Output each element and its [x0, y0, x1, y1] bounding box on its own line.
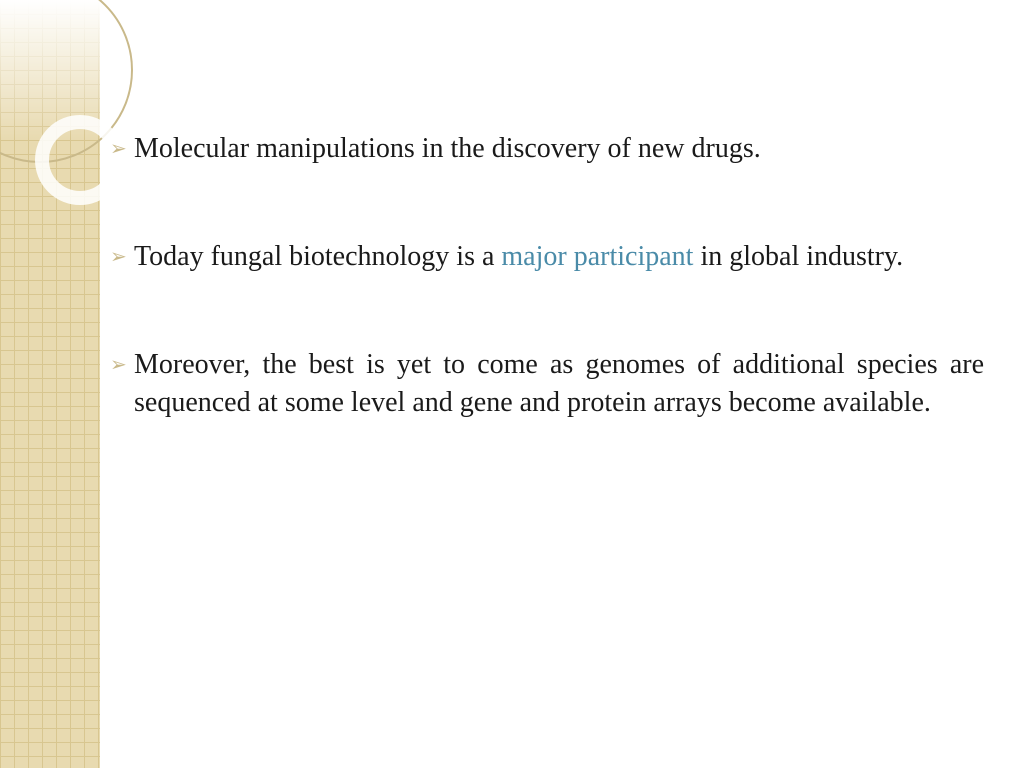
bullet-item: ➢ Today fungal biotechnology is a major …: [110, 238, 984, 276]
text-run-highlight: major participant: [501, 241, 693, 272]
text-run: in global industry.: [693, 241, 903, 272]
bullet-glyph: ➢: [110, 346, 134, 384]
text-run: Moreover, the best is yet to come as gen…: [134, 349, 984, 418]
bullet-text: Today fungal biotechnology is a major pa…: [134, 238, 984, 276]
bullet-item: ➢ Molecular manipulations in the discove…: [110, 130, 984, 168]
side-band-fade: [0, 0, 100, 140]
bullet-item: ➢ Moreover, the best is yet to come as g…: [110, 346, 984, 422]
bullet-glyph: ➢: [110, 238, 134, 276]
text-run: Molecular manipulations in the discovery…: [134, 133, 761, 164]
slide-body: ➢ Molecular manipulations in the discove…: [110, 130, 984, 492]
bullet-text: Moreover, the best is yet to come as gen…: [134, 346, 984, 422]
text-run: Today fungal biotechnology is a: [134, 241, 501, 272]
bullet-text: Molecular manipulations in the discovery…: [134, 130, 984, 168]
bullet-glyph: ➢: [110, 130, 134, 168]
